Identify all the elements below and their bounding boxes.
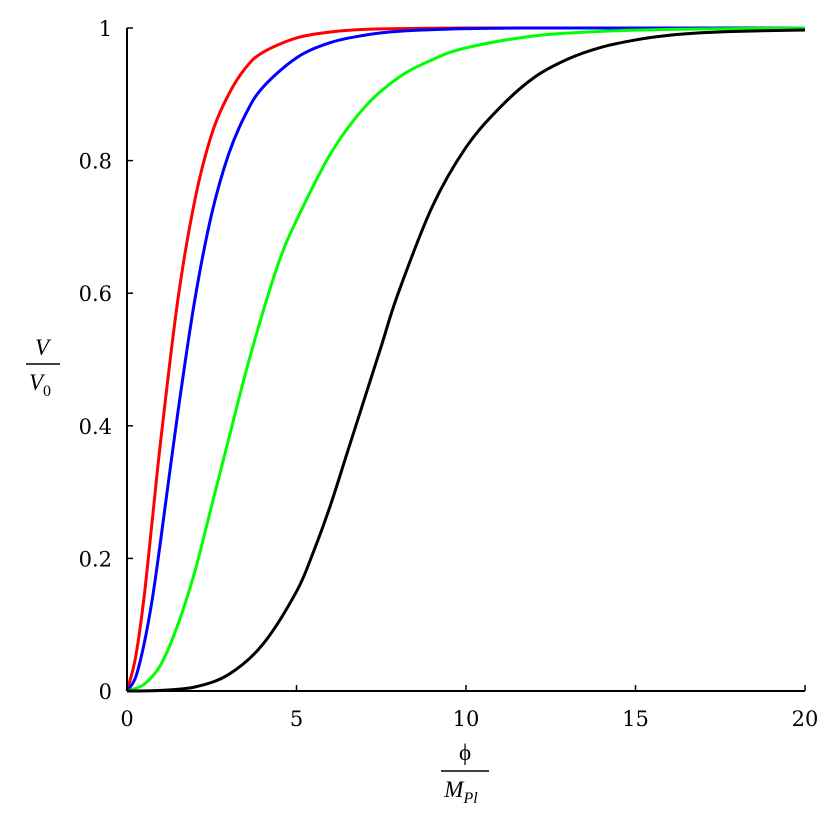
y-tick-label: 1 xyxy=(99,17,112,41)
y-tick-label: 0.2 xyxy=(79,547,112,571)
x-axis-label-denominator: M xyxy=(443,777,465,802)
svg-text:MPl: MPl xyxy=(443,777,478,807)
series-line-2 xyxy=(125,26,805,692)
y-tick-label: 0.4 xyxy=(79,415,112,439)
series-line-3 xyxy=(126,26,806,693)
series-line-1 xyxy=(125,26,805,692)
y-tick-label: 0 xyxy=(99,680,112,704)
x-tick-label: 15 xyxy=(622,707,649,731)
x-tick-label: 20 xyxy=(792,707,819,731)
y-tick-label: 0.6 xyxy=(79,282,112,306)
x-ticks: 0 5 10 15 20 xyxy=(120,685,818,731)
x-axis-label-subscript: Pl xyxy=(462,790,478,807)
x-tick-label: 5 xyxy=(290,707,303,731)
y-axis-label-denominator: V xyxy=(29,370,46,395)
x-tick-label: 10 xyxy=(453,707,480,731)
svg-text:V0: V0 xyxy=(29,370,51,400)
y-ticks: 0 0.2 0.4 0.6 0.8 1 xyxy=(79,17,133,704)
y-axis-label: V V0 xyxy=(26,335,60,400)
y-axis-label-numerator: V xyxy=(35,335,52,360)
series-lines xyxy=(125,26,806,693)
axes xyxy=(126,28,805,692)
y-axis-label-subscript: 0 xyxy=(43,383,51,400)
x-tick-label: 0 xyxy=(120,707,133,731)
x-axis-label: ϕ MPl xyxy=(441,740,489,807)
series-line-4 xyxy=(126,28,806,693)
x-axis-label-numerator: ϕ xyxy=(459,740,471,765)
y-tick-label: 0.8 xyxy=(79,150,112,174)
